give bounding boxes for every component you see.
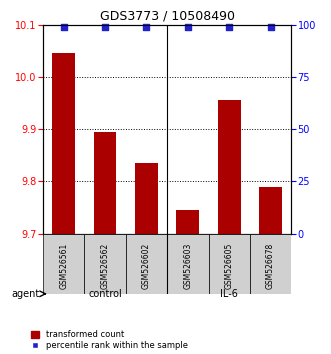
Bar — [259, 187, 282, 234]
Bar — [94, 132, 117, 234]
Point — [103, 24, 108, 30]
Text: GSM526678: GSM526678 — [266, 243, 275, 289]
Text: agent: agent — [12, 289, 40, 299]
Text: GSM526562: GSM526562 — [101, 243, 110, 289]
Point — [185, 24, 191, 30]
Point — [268, 24, 273, 30]
Bar — [43, 234, 84, 294]
Bar — [176, 210, 199, 234]
Text: GSM526603: GSM526603 — [183, 243, 192, 289]
Point — [61, 24, 66, 30]
Text: control: control — [88, 289, 122, 299]
Text: GSM526605: GSM526605 — [225, 243, 234, 289]
Point — [144, 24, 149, 30]
Text: GSM526602: GSM526602 — [142, 243, 151, 289]
Text: IL-6: IL-6 — [220, 289, 238, 299]
Bar — [135, 163, 158, 234]
Point — [226, 24, 232, 30]
Bar — [84, 234, 126, 294]
Bar — [209, 234, 250, 294]
Legend: transformed count, percentile rank within the sample: transformed count, percentile rank withi… — [31, 330, 188, 350]
Bar — [218, 101, 241, 234]
Text: GSM526561: GSM526561 — [59, 243, 68, 289]
Title: GDS3773 / 10508490: GDS3773 / 10508490 — [100, 9, 235, 22]
Bar — [250, 234, 291, 294]
Bar — [167, 234, 209, 294]
Bar — [126, 234, 167, 294]
Bar — [52, 53, 75, 234]
